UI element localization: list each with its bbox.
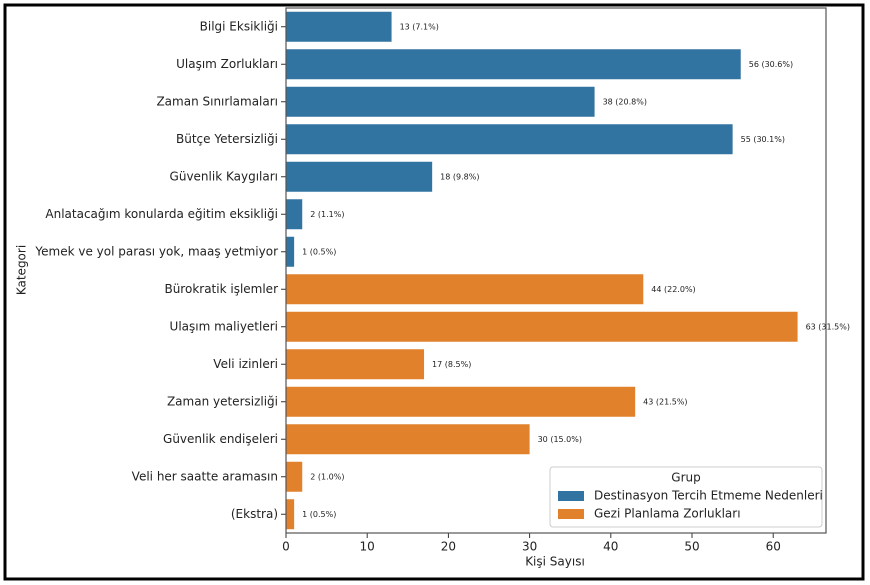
bar	[286, 124, 733, 155]
legend-label: Destinasyon Tercih Etmeme Nedenleri	[594, 489, 823, 503]
value-label: 2 (1.1%)	[310, 210, 344, 219]
value-label: 63 (31.5%)	[806, 322, 850, 331]
plot-border	[285, 7, 827, 534]
bar	[286, 86, 595, 117]
y-tick-label: Veli her saatte aramasın	[132, 469, 278, 483]
value-label: 2 (1.0%)	[310, 472, 344, 481]
y-tick-label: Anlatacağım konularda eğitim eksikliği	[45, 207, 278, 221]
y-tick-label: (Ekstra)	[231, 507, 278, 521]
y-tick-label: Zaman Sınırlamaları	[156, 94, 278, 108]
x-tick-label: 10	[360, 540, 375, 554]
legend-title: Grup	[671, 471, 700, 485]
x-tick-label: 60	[766, 540, 781, 554]
bar	[286, 236, 295, 267]
bar	[286, 274, 644, 305]
value-label: 1 (0.5%)	[302, 510, 336, 519]
y-tick-label: Bürokratik işlemler	[164, 282, 278, 296]
x-axis-label: Kişi Sayısı	[525, 555, 585, 569]
value-label: 18 (9.8%)	[440, 172, 479, 181]
x-tick-label: 30	[522, 540, 537, 554]
y-tick-label: Güvenlik endişeleri	[163, 432, 278, 446]
bar	[286, 424, 530, 455]
y-tick-label: Yemek ve yol parası yok, maaş yetmiyor	[34, 244, 278, 258]
value-label: 44 (22.0%)	[651, 285, 695, 294]
value-label: 56 (30.6%)	[749, 60, 793, 69]
x-tick-label: 40	[603, 540, 618, 554]
bar	[286, 311, 798, 342]
x-tick-label: 50	[684, 540, 699, 554]
y-tick-label: Bütçe Yetersizliği	[176, 132, 278, 146]
bar	[286, 386, 636, 417]
y-tick-label: Bilgi Eksikliği	[200, 19, 278, 33]
value-label: 17 (8.5%)	[432, 360, 471, 369]
legend-swatch	[558, 491, 584, 501]
value-label: 38 (20.8%)	[603, 97, 647, 106]
legend-swatch	[558, 509, 584, 519]
y-tick-label: Ulaşım maliyetleri	[170, 319, 278, 333]
bar	[286, 349, 425, 380]
x-tick-label: 0	[282, 540, 290, 554]
legend-box	[549, 466, 823, 528]
y-tick-label: Zaman yetersizliği	[167, 394, 278, 408]
bar	[286, 461, 303, 492]
bar	[286, 199, 303, 230]
value-label: 55 (30.1%)	[741, 135, 785, 144]
bar	[286, 161, 433, 192]
value-label: 1 (0.5%)	[302, 247, 336, 256]
y-tick-label: Veli izinleri	[213, 357, 278, 371]
bar	[286, 499, 295, 530]
y-axis-label: Kategori	[15, 245, 29, 295]
bar	[286, 11, 392, 42]
value-label: 13 (7.1%)	[400, 22, 439, 31]
x-tick-label: 20	[441, 540, 456, 554]
legend-label: Gezi Planlama Zorlukları	[594, 507, 741, 521]
value-label: 43 (21.5%)	[643, 397, 687, 406]
y-tick-label: Ulaşım Zorlukları	[176, 57, 278, 71]
bar	[286, 49, 741, 80]
value-label: 30 (15.0%)	[538, 435, 582, 444]
y-tick-label: Güvenlik Kaygıları	[170, 169, 278, 183]
